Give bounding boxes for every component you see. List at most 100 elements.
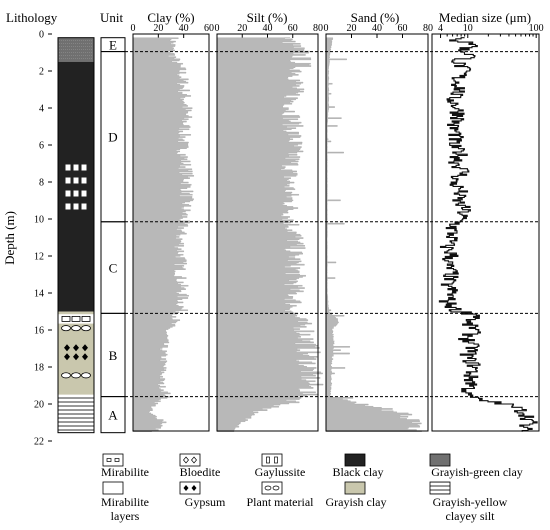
profile-area	[325, 37, 422, 432]
legend-label: Plant material	[247, 495, 315, 509]
gaylussite-icon	[73, 177, 79, 184]
legend: Mirabilite Bloedite Gaylussite Black clay Gr…	[101, 453, 523, 523]
x-tick-label: 40	[179, 23, 189, 34]
x-tick-label: 80	[423, 23, 433, 34]
x-tick-label: 0	[324, 23, 329, 34]
plant-mark	[264, 485, 272, 491]
depth-tick-label: 12	[34, 252, 44, 263]
black-clay-icon	[344, 453, 366, 467]
panel-border	[431, 33, 540, 432]
x-tick-label: 4	[438, 23, 443, 34]
unit-label-E: E	[109, 38, 117, 53]
unit-label-A: A	[108, 408, 118, 423]
legend-swatch-mirabilite-layers	[102, 481, 124, 495]
gaylussite-mark	[266, 456, 270, 464]
legend-swatch-black-clay	[344, 453, 366, 467]
x-tick-label: 60	[398, 23, 408, 34]
depth-tick-label: 0	[39, 30, 44, 41]
data-panels: 0 20 40 60 0 20 40 60 80 0 20 40 60 80 4 10 100	[131, 23, 544, 432]
legend-swatch-grayish-clay	[344, 481, 366, 495]
panel-2: 0 20 40 60 80	[324, 23, 433, 432]
x-tick-label: 20	[237, 23, 247, 34]
median-title: Median size (μm)	[439, 10, 531, 25]
plant-mark	[272, 485, 280, 491]
mirabilite-icon	[102, 453, 124, 467]
plant-material-icon	[61, 325, 71, 332]
plant-material-icon	[81, 372, 91, 379]
mirabilite-icon	[61, 315, 71, 322]
gaylussite-icon	[81, 177, 87, 184]
gaylussite-icon	[81, 203, 87, 210]
depth-axis: 0 2 4 6 8 10 12 14 16 18 20 22	[34, 30, 52, 448]
depth-tick-label: 18	[34, 363, 44, 374]
depth-tick-label: 22	[34, 437, 44, 448]
lithology-title: Lithology	[6, 10, 58, 25]
lithology-column	[57, 37, 95, 434]
depth-tick-label: 2	[39, 67, 44, 78]
plant-material-icon	[81, 325, 91, 332]
x-tick-label: 10	[463, 23, 473, 34]
x-tick-label: 0	[215, 23, 220, 34]
legend-label: Black clay	[333, 465, 384, 479]
lithology-border	[57, 37, 95, 434]
x-tick-label: 80	[313, 23, 323, 34]
legend-label: Gypsum	[185, 495, 226, 509]
depth-tick-label: 4	[39, 104, 44, 115]
plant-material-icon	[261, 481, 283, 495]
median-size-line	[438, 37, 538, 432]
legend-label: Gaylussite	[255, 465, 306, 479]
depth-tick-label: 20	[34, 400, 44, 411]
mirabilite-band	[58, 314, 94, 324]
grayish-green-clay-icon	[429, 453, 451, 467]
clay-title: Clay (%)	[147, 10, 194, 25]
panel-border	[325, 33, 429, 432]
depth-tick-label: 10	[34, 215, 44, 226]
silt-title: Silt (%)	[247, 10, 288, 25]
gypsum-mark	[183, 485, 189, 491]
panel-border	[132, 33, 210, 432]
x-tick-label: 0	[131, 23, 136, 34]
gaylussite-icon	[65, 190, 71, 197]
grayish-yellow-clayey-silt-icon	[429, 481, 451, 495]
legend-label: Grayish clay	[326, 495, 387, 509]
gaylussite-icon	[65, 177, 71, 184]
gypsum-icon	[73, 353, 79, 361]
gaylussite-icon	[81, 164, 87, 171]
depth-tick-label: 8	[39, 178, 44, 189]
mirabilite-mark	[114, 458, 120, 462]
mirabilite-icon	[71, 315, 81, 322]
gypsum-icon	[64, 344, 70, 352]
unit-box-A	[100, 396, 126, 434]
gaylussite-icon	[73, 203, 79, 210]
legend-label: Mirabilite	[101, 465, 149, 479]
lithology-black-clay	[58, 61, 94, 312]
depth-axis-label: Depth (m)	[2, 211, 17, 265]
legend-label: Mirabilite	[101, 495, 149, 509]
unit-title: Unit	[100, 10, 124, 25]
gypsum-icon	[73, 344, 79, 352]
depth-tick-label: 14	[34, 289, 44, 300]
depth-tick-label: 6	[39, 141, 44, 152]
bloedite-icon	[179, 453, 201, 467]
sand-title: Sand (%)	[351, 10, 400, 25]
x-tick-label: 40	[263, 23, 273, 34]
unit-label-D: D	[108, 130, 117, 145]
profile-area	[132, 37, 194, 432]
profile-area	[216, 37, 324, 432]
panel-3: 4 10 100	[431, 23, 544, 432]
unit-boundary-lines	[125, 51, 539, 398]
legend-label: Bloedite	[180, 465, 221, 479]
mirabilite-icon	[81, 315, 91, 322]
panel-0: 0 20 40 60	[131, 23, 214, 432]
x-tick-label: 60	[204, 23, 214, 34]
gypsum-mark	[191, 485, 197, 491]
gaylussite-icon	[73, 190, 79, 197]
x-tick-label: 40	[372, 23, 382, 34]
gypsum-icon	[179, 481, 201, 495]
legend-swatch-grayish-yellow-clayey-silt	[429, 481, 451, 495]
legend-swatch-gypsum	[179, 481, 201, 495]
lithology-grayish-clay	[58, 311, 94, 395]
gypsum-icon	[82, 344, 88, 352]
legend-swatch-mirabilite	[102, 453, 124, 467]
